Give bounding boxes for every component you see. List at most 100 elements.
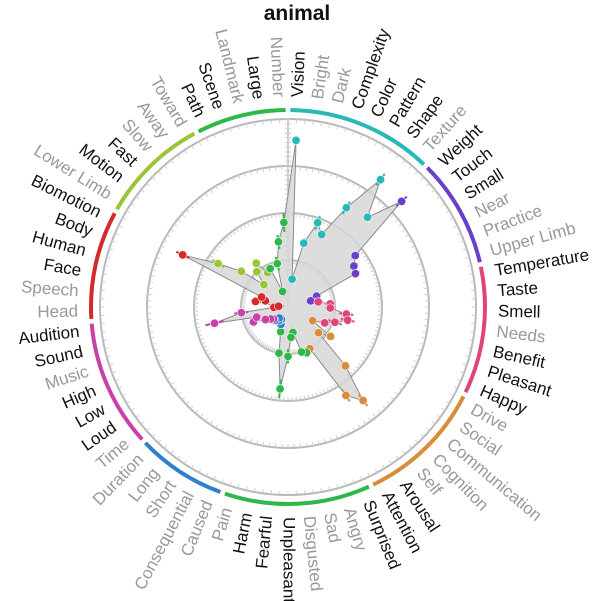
grid-tick <box>204 417 208 422</box>
grid-tick <box>373 334 378 337</box>
data-point <box>340 361 350 371</box>
grid-tick <box>311 216 314 221</box>
grid-tick <box>122 217 127 221</box>
grid-tick <box>243 386 246 391</box>
grid-tick <box>140 189 145 193</box>
grid-tick <box>241 300 246 302</box>
data-point <box>178 250 188 260</box>
domain-arc <box>425 166 482 263</box>
grid-tick <box>151 342 157 345</box>
grid-tick <box>114 232 120 236</box>
grid-tick <box>256 339 261 343</box>
grid-tick <box>445 400 450 404</box>
grid-tick <box>323 438 326 444</box>
grid-tick <box>158 251 163 254</box>
grid-tick <box>226 179 230 184</box>
grid-tick <box>203 345 208 349</box>
grid-tick <box>104 347 109 350</box>
grid-tick <box>395 154 399 159</box>
data-point <box>272 259 282 269</box>
grid-tick <box>408 445 413 449</box>
grid-tick <box>402 450 406 455</box>
domain-arcs <box>89 108 487 506</box>
grid-tick <box>344 128 347 133</box>
grid-tick <box>216 365 221 370</box>
grid-tick <box>317 440 320 445</box>
grid-tick <box>198 334 203 337</box>
grid-tick <box>377 409 382 414</box>
grid-tick <box>470 281 475 283</box>
grid-tick <box>467 347 472 350</box>
grid-tick <box>465 355 470 358</box>
grid-tick <box>153 348 158 352</box>
grid-tick <box>405 376 410 380</box>
grid-tick <box>468 339 474 342</box>
grid-tick <box>360 251 365 255</box>
grid-tick <box>322 220 326 225</box>
data-point <box>260 315 270 325</box>
grid-tick <box>252 275 256 280</box>
grid-tick <box>102 339 108 342</box>
grid-tick <box>377 200 382 205</box>
grid-tick <box>462 248 467 251</box>
grid-tick <box>408 165 413 169</box>
grid-tick <box>346 430 350 435</box>
data-point <box>274 301 284 311</box>
grid-tick <box>255 337 259 342</box>
grid-tick <box>244 323 249 326</box>
grid-tick <box>213 133 217 139</box>
grid-tick <box>197 330 202 333</box>
grid-tick <box>330 386 333 391</box>
data-point <box>274 348 284 358</box>
grid-tick <box>293 260 295 265</box>
grid-tick <box>408 371 413 375</box>
grid-tick <box>209 421 213 425</box>
grid-tick <box>109 248 114 251</box>
grid-tick <box>453 386 458 390</box>
grid-tick <box>140 421 145 425</box>
grid-tick <box>250 170 253 176</box>
grid-tick <box>352 479 355 484</box>
grid-tick <box>426 182 430 187</box>
data-point <box>251 296 261 306</box>
grid-tick <box>368 345 373 349</box>
grid-tick <box>106 355 111 358</box>
grid-tick <box>237 125 240 130</box>
grid-tick <box>358 362 362 366</box>
grid-tick <box>414 439 419 444</box>
data-point <box>210 318 220 328</box>
grid-tick <box>229 377 233 381</box>
data-point <box>279 217 289 227</box>
grid-tick <box>243 319 248 322</box>
grid-tick <box>465 256 470 259</box>
grid-tick <box>271 347 274 352</box>
grid-tick <box>254 391 257 396</box>
grid-tick <box>305 442 308 447</box>
grid-tick <box>118 224 123 228</box>
grid-tick <box>374 141 378 146</box>
grid-tick <box>201 341 206 345</box>
grid-tick <box>328 290 333 293</box>
data-point <box>350 269 360 279</box>
grid-tick <box>274 396 277 401</box>
grid-tick <box>214 362 218 366</box>
category-label: Speech <box>20 277 79 300</box>
grid-tick <box>419 269 425 272</box>
grid-tick <box>377 318 382 321</box>
category-label: Unpleasant <box>280 517 299 601</box>
grid-tick <box>160 245 165 249</box>
grid-tick <box>245 486 248 491</box>
grid-tick <box>253 487 256 493</box>
data-point <box>376 175 386 185</box>
grid-tick <box>163 371 168 375</box>
grid-tick <box>149 281 154 284</box>
grid-tick <box>374 281 379 284</box>
grid-tick <box>254 218 257 223</box>
grid-tick <box>122 393 127 397</box>
grid-tick <box>467 264 472 267</box>
grid-tick <box>411 245 416 249</box>
grid-tick <box>323 170 326 176</box>
data-point <box>252 267 262 277</box>
grid-tick <box>328 486 331 491</box>
grid-tick <box>219 368 224 373</box>
